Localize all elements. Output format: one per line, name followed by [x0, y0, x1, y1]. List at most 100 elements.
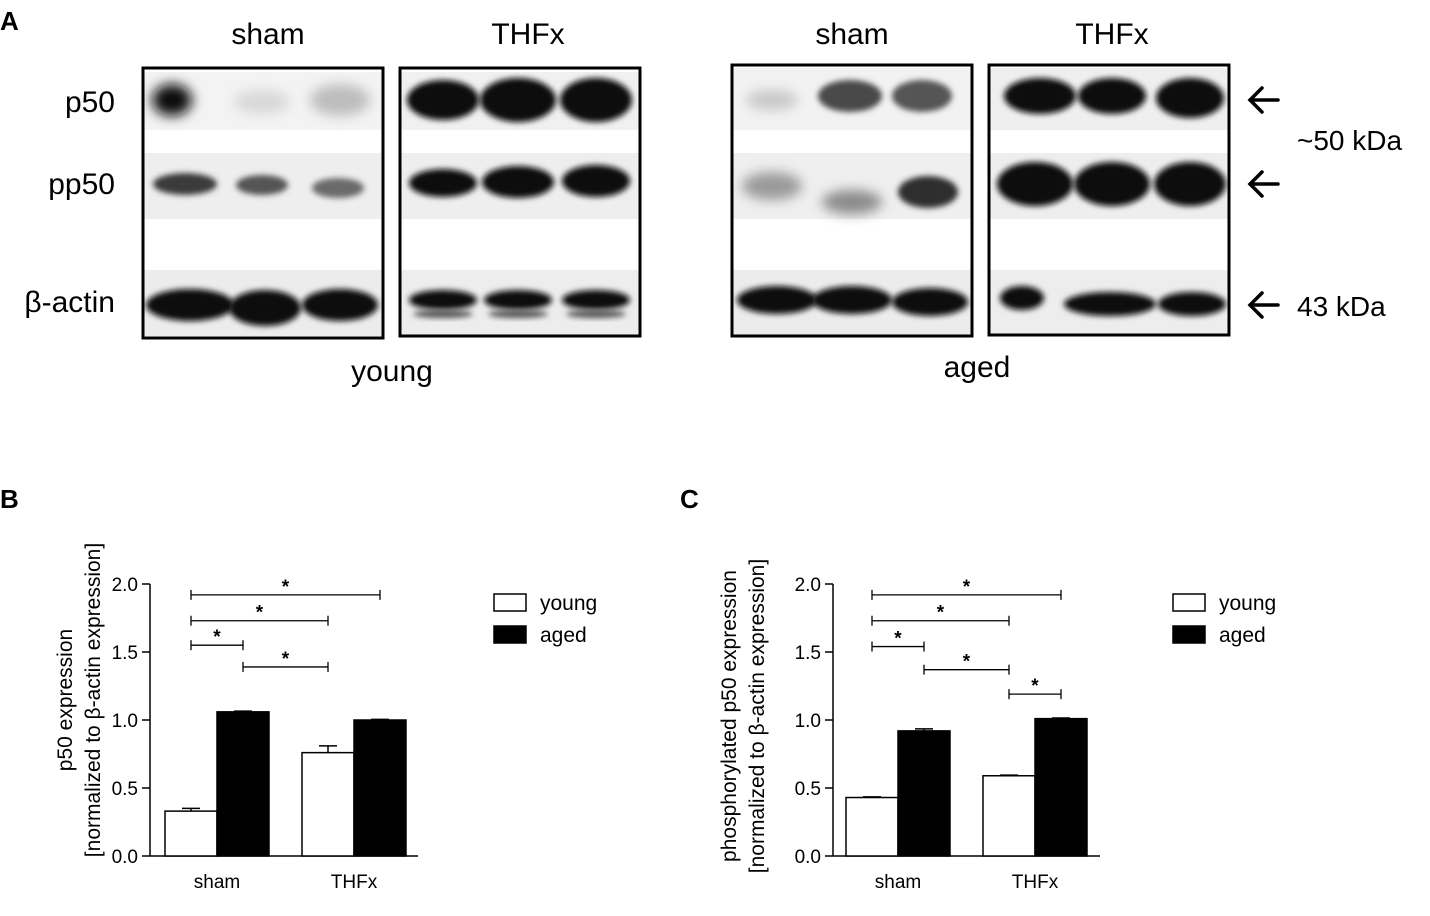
panel-a: A sham THFx sham THFx p50 pp50 β-actin [0, 6, 1402, 388]
band [413, 310, 473, 318]
y-tick-label: 1.0 [112, 711, 138, 732]
band-arrows [1247, 86, 1280, 319]
band [818, 80, 882, 112]
y-tick-label: 2.0 [112, 575, 138, 596]
blot-frame-aged-sham [730, 63, 974, 338]
band [407, 80, 479, 120]
significance-star: * [894, 629, 902, 650]
chart-b: 0.0 0.5 1.0 1.5 2.0 p50 expression [normalized… [54, 543, 597, 893]
band [562, 290, 630, 310]
band [409, 290, 477, 310]
significance-star: * [213, 627, 221, 648]
band [480, 78, 556, 122]
y-tick-label: 1.5 [795, 643, 821, 664]
chart-c: 0.0 0.5 1.0 1.5 2.0 phosphorylated p50 expres… [718, 559, 1276, 893]
blot-bands [146, 78, 1226, 326]
band [892, 80, 952, 112]
legend-swatch-young [1172, 593, 1206, 612]
legend-label-aged: aged [540, 624, 587, 647]
blot-frame-aged-thfx [987, 63, 1231, 337]
significance-star: * [963, 652, 971, 673]
band [152, 84, 192, 116]
significance-star: * [282, 577, 290, 598]
y-tick-label: 0.5 [795, 779, 821, 800]
cohort-label-young: young [351, 355, 433, 388]
significance-star: * [282, 649, 290, 670]
panel-c-letter: C [680, 484, 699, 514]
blot-frame-young-thfx [398, 66, 642, 338]
band [812, 286, 892, 314]
band [409, 169, 477, 197]
band [302, 289, 378, 321]
band [1078, 78, 1146, 114]
band [236, 175, 288, 195]
row-label-p50: p50 [65, 86, 115, 119]
band [742, 172, 802, 200]
band [310, 84, 370, 116]
aged-thfx-header: THFx [1075, 18, 1148, 51]
bar-aged-sham [897, 730, 951, 857]
legend-swatch-aged [493, 625, 527, 644]
band [146, 289, 234, 321]
arrow-left-icon [1247, 86, 1280, 114]
significance-star: * [256, 603, 264, 624]
band [1064, 292, 1156, 316]
band [312, 178, 364, 198]
young-sham-header: sham [231, 18, 304, 51]
blot-frame-young-sham [141, 66, 385, 340]
panel-b: B 0.0 0.5 1.0 1.5 2.0 p50 expression [normaliz… [0, 484, 597, 893]
band [1004, 78, 1076, 114]
y-axis-label: p50 expression [54, 629, 77, 771]
bar-young-sham [164, 810, 218, 857]
bar-young-THFx [301, 751, 355, 857]
band [234, 90, 290, 114]
band [1158, 292, 1226, 316]
bar-aged-THFx [1034, 717, 1088, 857]
panel-b-letter: B [0, 484, 19, 514]
panel-a-letter: A [0, 6, 19, 36]
x-tick-label: sham [875, 872, 921, 893]
significance-star: * [1031, 676, 1039, 697]
legend-swatch-young [493, 593, 527, 612]
cohort-label-aged: aged [944, 351, 1011, 384]
band [746, 90, 798, 110]
band [488, 310, 548, 318]
legend-label-young: young [540, 592, 597, 615]
row-label-beta-actin: β-actin [24, 286, 115, 319]
bar-aged-sham [216, 711, 270, 857]
band [1000, 286, 1044, 310]
y-tick-label: 0.0 [795, 847, 821, 868]
significance-star: * [963, 577, 971, 598]
size-label-50kda: ~50 kDa [1297, 125, 1402, 156]
band [997, 162, 1073, 206]
band [153, 173, 217, 195]
band [229, 290, 301, 326]
band [892, 288, 968, 316]
size-label-43kda: 43 kDa [1297, 291, 1386, 322]
x-tick-label: THFx [1012, 872, 1059, 893]
band [566, 310, 626, 318]
panel-c: C 0.0 0.5 1.0 1.5 2.0 phosphorylated p50 expr… [680, 484, 1276, 893]
y-tick-label: 0.0 [112, 847, 138, 868]
y-axis-label: phosphorylated p50 expression [718, 570, 741, 862]
arrow-left-icon [1247, 291, 1280, 319]
y-tick-label: 1.0 [795, 711, 821, 732]
x-tick-label: THFx [331, 872, 378, 893]
band [560, 78, 632, 122]
bar-young-sham [845, 796, 899, 857]
arrow-left-icon [1247, 170, 1280, 198]
y-tick-label: 2.0 [795, 575, 821, 596]
band [822, 190, 882, 214]
legend-label-aged: aged [1219, 624, 1266, 647]
band [898, 176, 958, 208]
row-label-pp50: pp50 [48, 168, 115, 201]
bar-aged-THFx [353, 719, 407, 857]
x-tick-label: sham [194, 872, 240, 893]
aged-sham-header: sham [815, 18, 888, 51]
y-tick-label: 1.5 [112, 643, 138, 664]
young-thfx-header: THFx [491, 18, 564, 51]
legend-swatch-aged [1172, 625, 1206, 644]
bar-young-THFx [982, 775, 1036, 857]
band [737, 286, 817, 314]
